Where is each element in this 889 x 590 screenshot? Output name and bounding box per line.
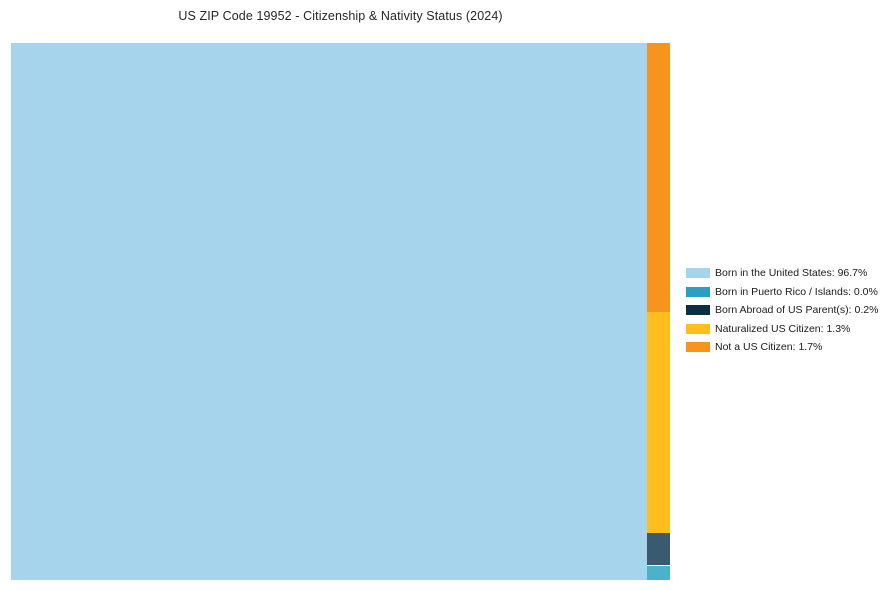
legend-swatch-born-abroad-of-us-parents: [686, 305, 710, 316]
legend-item-label: Born in Puerto Rico / Islands: 0.0%: [715, 285, 878, 298]
chart-title: US ZIP Code 19952 - Citizenship & Nativi…: [178, 9, 503, 23]
treemap-tile[interactable]: [11, 43, 647, 580]
legend-item[interactable]: Born in Puerto Rico / Islands: 0.0%: [686, 283, 886, 302]
treemap-plot-area: [11, 43, 670, 580]
legend-swatch-born-in-the-united-states: [686, 268, 710, 279]
legend-item[interactable]: Naturalized US Citizen: 1.3%: [686, 320, 886, 339]
treemap-tile[interactable]: [646, 533, 670, 566]
legend-item-label: Not a US Citizen: 1.7%: [715, 341, 823, 353]
legend-item[interactable]: Born Abroad of US Parent(s): 0.2%: [686, 301, 886, 320]
legend-swatch-naturalized-us-citizen: [686, 323, 710, 334]
legend-item[interactable]: Born in the United States: 96.7%: [686, 264, 886, 283]
legend-item-label: Born in the United States: 96.7%: [715, 267, 868, 279]
chart-legend: Born in the United States: 96.7% Born in …: [686, 264, 886, 357]
legend-item[interactable]: Not a US Citizen: 1.7%: [686, 338, 886, 357]
legend-swatch-not-a-us-citizen: [686, 342, 710, 353]
treemap-tile[interactable]: [646, 312, 670, 534]
legend-item-label: Born Abroad of US Parent(s): 0.2%: [715, 304, 879, 316]
treemap-tile[interactable]: [646, 565, 670, 580]
legend-item-label: Naturalized US Citizen: 1.3%: [715, 322, 851, 335]
legend-swatch-born-in-puerto-rico-islands: [686, 286, 710, 297]
treemap-tile[interactable]: [646, 43, 670, 313]
